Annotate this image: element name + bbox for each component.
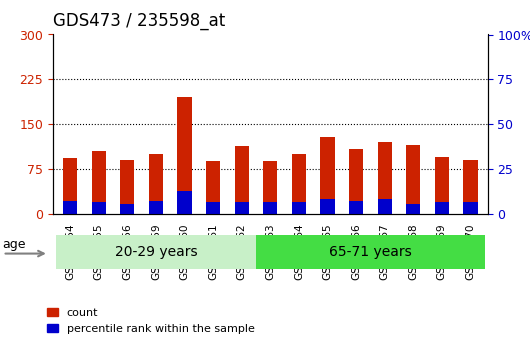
Bar: [149, 201, 163, 214]
Legend: count, percentile rank within the sample: count, percentile rank within the sample: [42, 304, 259, 338]
Bar: [263, 202, 277, 214]
Bar: [63, 158, 77, 214]
Bar: [206, 202, 220, 214]
Bar: [406, 145, 420, 214]
Bar: [120, 204, 135, 214]
Bar: [406, 204, 420, 214]
Bar: [63, 201, 77, 214]
Bar: [178, 191, 192, 214]
Bar: [377, 199, 392, 214]
Bar: [92, 202, 106, 214]
Bar: [292, 202, 306, 214]
Text: GDS473 / 235598_at: GDS473 / 235598_at: [53, 12, 225, 30]
Text: 65-71 years: 65-71 years: [329, 245, 412, 259]
Bar: [320, 199, 334, 214]
Bar: [235, 146, 249, 214]
Bar: [256, 235, 485, 269]
Bar: [292, 154, 306, 214]
Bar: [178, 97, 192, 214]
Bar: [463, 202, 478, 214]
Text: 20-29 years: 20-29 years: [114, 245, 197, 259]
Bar: [92, 151, 106, 214]
Bar: [435, 157, 449, 214]
Bar: [56, 235, 256, 269]
Bar: [435, 202, 449, 214]
Bar: [463, 160, 478, 214]
Bar: [263, 161, 277, 214]
Text: age: age: [3, 238, 26, 251]
Bar: [349, 149, 363, 214]
Bar: [349, 201, 363, 214]
Bar: [320, 137, 334, 214]
Bar: [149, 154, 163, 214]
Bar: [206, 161, 220, 214]
Bar: [377, 142, 392, 214]
Bar: [235, 202, 249, 214]
Bar: [120, 160, 135, 214]
